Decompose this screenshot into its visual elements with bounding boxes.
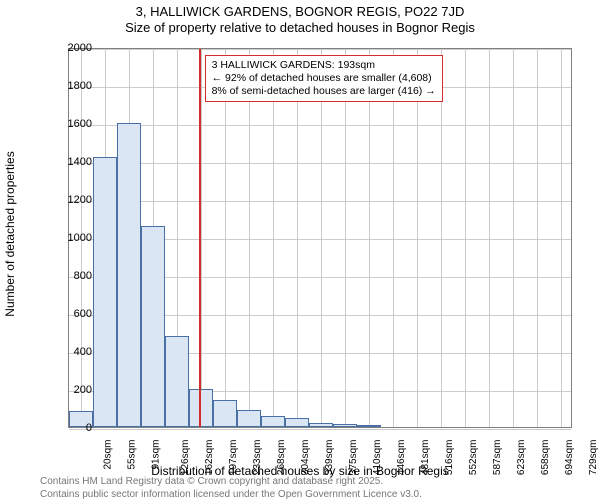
- histogram-bar: [117, 123, 141, 427]
- chart-title-block: 3, HALLIWICK GARDENS, BOGNOR REGIS, PO22…: [0, 4, 600, 35]
- y-tick-label: 1000: [52, 232, 92, 244]
- histogram-bar: [189, 389, 213, 427]
- gridline-vertical: [513, 49, 514, 427]
- histogram-bar: [237, 410, 261, 427]
- histogram-bar: [309, 423, 333, 427]
- gridline-vertical: [393, 49, 394, 427]
- y-tick-label: 1600: [52, 118, 92, 130]
- chart-title-line2: Size of property relative to detached ho…: [0, 20, 600, 35]
- gridline-horizontal: [69, 201, 571, 202]
- y-tick-label: 0: [52, 422, 92, 434]
- x-tick-label: 481sqm: [420, 440, 431, 476]
- y-axis-label: Number of detached properties: [3, 151, 17, 316]
- histogram-bar: [261, 416, 285, 427]
- x-tick-label: 516sqm: [444, 440, 455, 476]
- y-tick-label: 600: [52, 308, 92, 320]
- x-tick-label: 197sqm: [228, 440, 239, 476]
- footer-line1: Contains HM Land Registry data © Crown c…: [40, 476, 422, 489]
- x-tick-label: 55sqm: [127, 440, 138, 470]
- x-tick-label: 658sqm: [540, 440, 551, 476]
- gridline-vertical: [321, 49, 322, 427]
- x-tick-label: 20sqm: [103, 440, 114, 470]
- chart-container: 3 HALLIWICK GARDENS: 193sqm← 92% of deta…: [68, 48, 572, 428]
- histogram-bar: [357, 425, 381, 427]
- x-tick-label: 729sqm: [588, 440, 599, 476]
- gridline-vertical: [297, 49, 298, 427]
- histogram-bar: [285, 418, 309, 427]
- x-tick-label: 552sqm: [468, 440, 479, 476]
- annotation-line-larger: 8% of semi-detached houses are larger (4…: [212, 85, 436, 98]
- histogram-bar: [213, 400, 237, 427]
- histogram-bar: [333, 424, 357, 427]
- y-tick-label: 400: [52, 346, 92, 358]
- y-tick-label: 1200: [52, 194, 92, 206]
- histogram-bar: [141, 226, 165, 427]
- x-tick-label: 339sqm: [324, 440, 335, 476]
- x-tick-label: 126sqm: [180, 440, 191, 476]
- x-tick-label: 623sqm: [516, 440, 527, 476]
- gridline-vertical: [345, 49, 346, 427]
- gridline-vertical: [441, 49, 442, 427]
- gridline-horizontal: [69, 429, 571, 430]
- annotation-title: 3 HALLIWICK GARDENS: 193sqm: [212, 59, 436, 72]
- plot-area: 3 HALLIWICK GARDENS: 193sqm← 92% of deta…: [68, 48, 572, 428]
- gridline-vertical: [489, 49, 490, 427]
- gridline-horizontal: [69, 125, 571, 126]
- gridline-vertical: [465, 49, 466, 427]
- gridline-vertical: [249, 49, 250, 427]
- gridline-vertical: [561, 49, 562, 427]
- gridline-vertical: [537, 49, 538, 427]
- annotation-line-smaller: ← 92% of detached houses are smaller (4,…: [212, 72, 436, 85]
- gridline-vertical: [417, 49, 418, 427]
- x-tick-label: 587sqm: [492, 440, 503, 476]
- histogram-bar: [93, 157, 117, 427]
- x-tick-label: 233sqm: [252, 440, 263, 476]
- x-tick-label: 446sqm: [396, 440, 407, 476]
- gridline-vertical: [201, 49, 202, 427]
- y-tick-label: 800: [52, 270, 92, 282]
- x-tick-label: 694sqm: [564, 440, 575, 476]
- annotation-box: 3 HALLIWICK GARDENS: 193sqm← 92% of deta…: [205, 55, 443, 102]
- x-tick-label: 410sqm: [372, 440, 383, 476]
- x-tick-label: 268sqm: [276, 440, 287, 476]
- gridline-horizontal: [69, 163, 571, 164]
- histogram-bar: [165, 336, 189, 427]
- x-tick-label: 304sqm: [300, 440, 311, 476]
- y-tick-label: 2000: [52, 42, 92, 54]
- gridline-vertical: [225, 49, 226, 427]
- x-tick-label: 91sqm: [151, 440, 162, 470]
- x-tick-label: 375sqm: [348, 440, 359, 476]
- y-tick-label: 1800: [52, 80, 92, 92]
- gridline-vertical: [273, 49, 274, 427]
- footer-attribution: Contains HM Land Registry data © Crown c…: [40, 476, 422, 501]
- property-marker-line: [199, 49, 201, 427]
- footer-line2: Contains public sector information licen…: [40, 489, 422, 502]
- x-tick-label: 162sqm: [204, 440, 215, 476]
- gridline-horizontal: [69, 49, 571, 50]
- y-tick-label: 1400: [52, 156, 92, 168]
- y-tick-label: 200: [52, 384, 92, 396]
- gridline-vertical: [369, 49, 370, 427]
- chart-title-line1: 3, HALLIWICK GARDENS, BOGNOR REGIS, PO22…: [0, 4, 600, 19]
